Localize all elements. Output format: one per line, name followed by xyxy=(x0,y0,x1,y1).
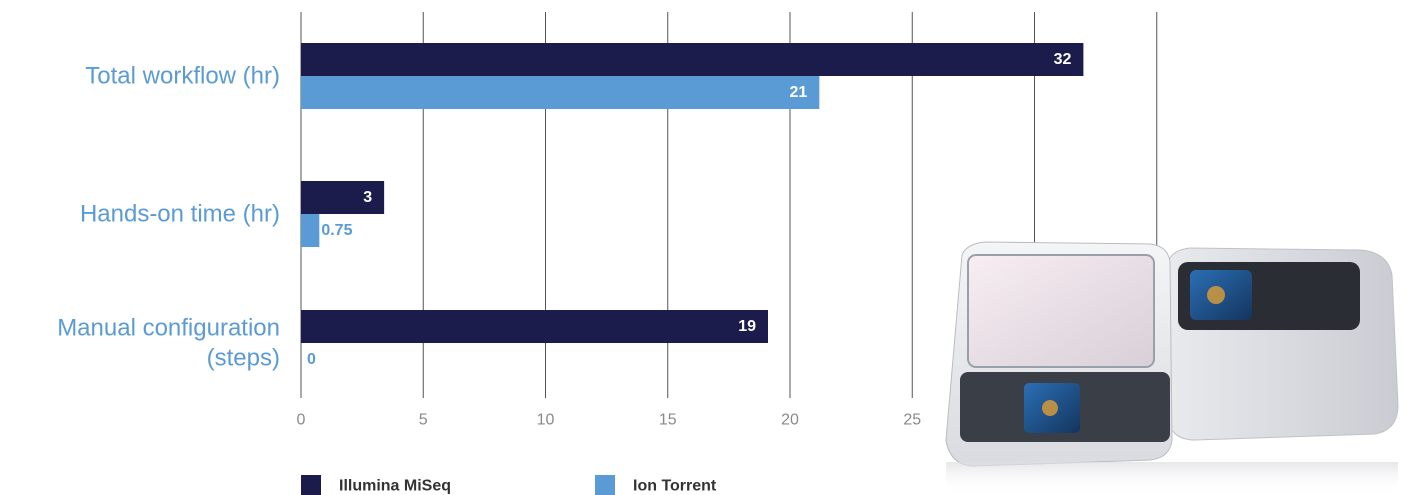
bar-illumina-0 xyxy=(301,43,1084,76)
bar-ion-1 xyxy=(301,214,320,247)
legend: Illumina MiSeq Ion Torrent xyxy=(301,475,717,495)
category-label-2-line-0: Manual configuration xyxy=(57,315,280,342)
bar-illumina-2 xyxy=(301,310,768,343)
data-label-illumina-2: 19 xyxy=(738,318,756,335)
x-tick-5: 5 xyxy=(419,412,428,429)
category-label-0: Total workflow (hr) xyxy=(85,63,280,90)
sequencer-instrument-image xyxy=(945,241,1399,495)
legend-label-illumina: Illumina MiSeq xyxy=(339,478,451,495)
data-label-illumina-1: 3 xyxy=(363,189,372,206)
category-label-1: Hands-on time (hr) xyxy=(80,201,280,228)
data-label-ion-1: 0.75 xyxy=(321,222,352,239)
x-tick-25: 25 xyxy=(903,412,921,429)
bar-ion-0 xyxy=(301,76,820,109)
category-labels: Total workflow (hr) Hands-on time (hr) Man… xyxy=(57,63,280,372)
x-tick-0: 0 xyxy=(297,412,306,429)
x-tick-20: 20 xyxy=(781,412,799,429)
left-instrument-logo xyxy=(1042,400,1058,416)
x-tick-10: 10 xyxy=(537,412,555,429)
left-instrument-window xyxy=(967,254,1155,368)
data-label-ion-0: 21 xyxy=(790,84,808,101)
bars xyxy=(301,43,1084,343)
right-instrument-logo xyxy=(1207,286,1225,304)
data-labels: 32 3 19 21 0.75 0 xyxy=(307,51,1072,368)
x-tick-15: 15 xyxy=(659,412,677,429)
instrument-reflection xyxy=(946,462,1398,495)
legend-label-ion: Ion Torrent xyxy=(633,478,717,495)
data-label-illumina-0: 32 xyxy=(1054,51,1072,68)
legend-swatch-illumina xyxy=(301,475,321,495)
category-label-2-line-1: (steps) xyxy=(207,345,280,372)
data-label-ion-2: 0 xyxy=(307,351,316,368)
legend-swatch-ion xyxy=(595,475,615,495)
bar-illumina-1 xyxy=(301,181,385,214)
x-tick-labels: 0 5 10 15 20 25 xyxy=(297,412,922,429)
